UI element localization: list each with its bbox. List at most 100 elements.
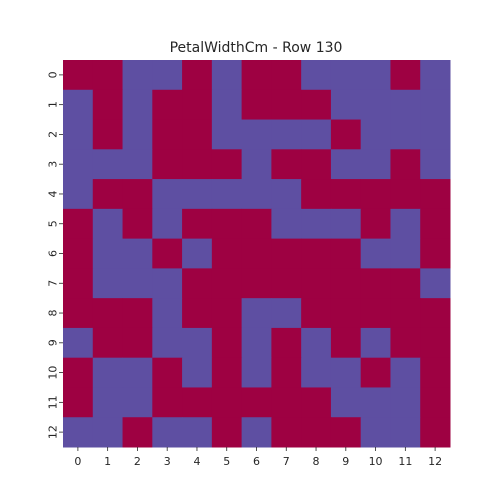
heatmap-cell-r0-c10 (360, 60, 391, 91)
heatmap-cell-r12-c10 (360, 417, 391, 448)
heatmap-cell-r9-c7 (271, 327, 302, 359)
heatmap-cell-r10-c1 (92, 357, 124, 388)
heatmap-cell-r11-c12 (420, 387, 451, 418)
heatmap-cell-r11-c6 (241, 387, 272, 418)
heatmap-cell-r1-c0 (63, 89, 94, 121)
heatmap-cell-r7-c2 (122, 268, 153, 299)
heatmap-cell-r2-c7 (271, 119, 302, 150)
y-tick-label-5: 5 (47, 220, 60, 227)
heatmap-cell-r0-c9 (330, 60, 362, 91)
y-tick-label-4: 4 (47, 190, 60, 197)
heatmap-cell-r9-c2 (122, 327, 153, 359)
x-tick-label-6: 6 (253, 455, 260, 468)
heatmap-cell-r2-c3 (152, 119, 183, 150)
heatmap-cell-r1-c7 (271, 89, 302, 121)
x-tick-label-7: 7 (283, 455, 290, 468)
heatmap-cell-r2-c1 (92, 119, 124, 150)
x-tick-label-12: 12 (428, 455, 442, 468)
heatmap-cell-r0-c8 (301, 60, 332, 91)
heatmap-cell-r1-c4 (182, 89, 213, 121)
heatmap-cell-r10-c12 (420, 357, 451, 388)
heatmap-cell-r12-c2 (122, 417, 153, 448)
y-tick-label-9: 9 (47, 339, 60, 346)
heatmap-cell-r6-c0 (63, 238, 94, 269)
x-tick-label-1: 1 (104, 455, 111, 468)
heatmap-cell-r8-c8 (301, 298, 332, 329)
heatmap-cell-r2-c5 (211, 119, 243, 150)
heatmap-cell-r4-c10 (360, 179, 391, 210)
y-tick-label-10: 10 (47, 366, 60, 380)
heatmap-cell-r11-c9 (330, 387, 362, 418)
heatmap-cell-r9-c3 (152, 327, 183, 359)
x-tick-label-8: 8 (313, 455, 320, 468)
heatmap-cell-r6-c2 (122, 238, 153, 269)
y-tick-label-12: 12 (47, 425, 60, 439)
heatmap-cell-r3-c0 (63, 149, 94, 180)
heatmap-cell-r2-c6 (241, 119, 272, 150)
heatmap-cell-r5-c3 (152, 208, 183, 240)
heatmap-cell-r3-c6 (241, 149, 272, 180)
heatmap-cell-r6-c5 (211, 238, 243, 269)
heatmap-cell-r1-c2 (122, 89, 153, 121)
heatmap-cell-r2-c9 (330, 119, 362, 150)
heatmap-cell-r8-c11 (390, 298, 421, 329)
heatmap-cell-r10-c0 (63, 357, 94, 388)
y-tick-label-8: 8 (47, 310, 60, 317)
heatmap-cell-r0-c3 (152, 60, 183, 91)
heatmap-cell-r9-c8 (301, 327, 332, 359)
heatmap-cell-r5-c9 (330, 208, 362, 240)
heatmap-cell-r7-c3 (152, 268, 183, 299)
heatmap-cell-r1-c3 (152, 89, 183, 121)
heatmap-cell-r8-c0 (63, 298, 94, 329)
heatmap-cell-r3-c9 (330, 149, 362, 180)
heatmap-cell-r10-c2 (122, 357, 153, 388)
x-tick-label-5: 5 (223, 455, 230, 468)
heatmap-cell-r12-c3 (152, 417, 183, 448)
heatmap-cell-r8-c6 (241, 298, 272, 329)
heatmap-cell-r0-c2 (122, 60, 153, 91)
heatmap-cell-r3-c11 (390, 149, 421, 180)
heatmap-cell-r0-c7 (271, 60, 302, 91)
heatmap-cell-r2-c0 (63, 119, 94, 150)
heatmap-cell-r2-c10 (360, 119, 391, 150)
heatmap-cell-r7-c4 (182, 268, 213, 299)
heatmap-cell-r10-c11 (390, 357, 421, 388)
y-tick-label-11: 11 (47, 395, 60, 409)
heatmap-cell-r10-c9 (330, 357, 362, 388)
heatmap-cell-r0-c4 (182, 60, 213, 91)
heatmap-cell-r8-c5 (211, 298, 243, 329)
heatmap-cell-r4-c12 (420, 179, 451, 210)
heatmap-cell-r4-c4 (182, 179, 213, 210)
y-tick-label-6: 6 (47, 250, 60, 257)
heatmap-cell-r2-c2 (122, 119, 153, 150)
heatmap-cell-r3-c2 (122, 149, 153, 180)
heatmap-cell-r4-c6 (241, 179, 272, 210)
x-tick-label-10: 10 (369, 455, 383, 468)
heatmap-cell-r1-c8 (301, 89, 332, 121)
heatmap-cell-r11-c4 (182, 387, 213, 418)
heatmap-cell-r4-c7 (271, 179, 302, 210)
heatmap-cell-r3-c10 (360, 149, 391, 180)
heatmap-cell-r8-c9 (330, 298, 362, 329)
heatmap-cell-r8-c7 (271, 298, 302, 329)
heatmap-cell-r11-c5 (211, 387, 243, 418)
heatmap-cell-r6-c3 (152, 238, 183, 269)
heatmap-cell-r1-c1 (92, 89, 124, 121)
heatmap-cell-r8-c12 (420, 298, 451, 329)
heatmap-cell-r3-c8 (301, 149, 332, 180)
heatmap-cell-r11-c2 (122, 387, 153, 418)
heatmap-cell-r11-c11 (390, 387, 421, 418)
heatmap-cell-r3-c3 (152, 149, 183, 180)
heatmap-cell-r11-c0 (63, 387, 94, 418)
y-tick-label-3: 3 (47, 161, 60, 168)
heatmap-cell-r1-c6 (241, 89, 272, 121)
heatmap-cell-r12-c6 (241, 417, 272, 448)
heatmap-cell-r12-c8 (301, 417, 332, 448)
heatmap-cell-r0-c5 (211, 60, 243, 91)
heatmap-cell-r6-c10 (360, 238, 391, 269)
heatmap-cell-r3-c4 (182, 149, 213, 180)
heatmap-cell-r9-c9 (330, 327, 362, 359)
